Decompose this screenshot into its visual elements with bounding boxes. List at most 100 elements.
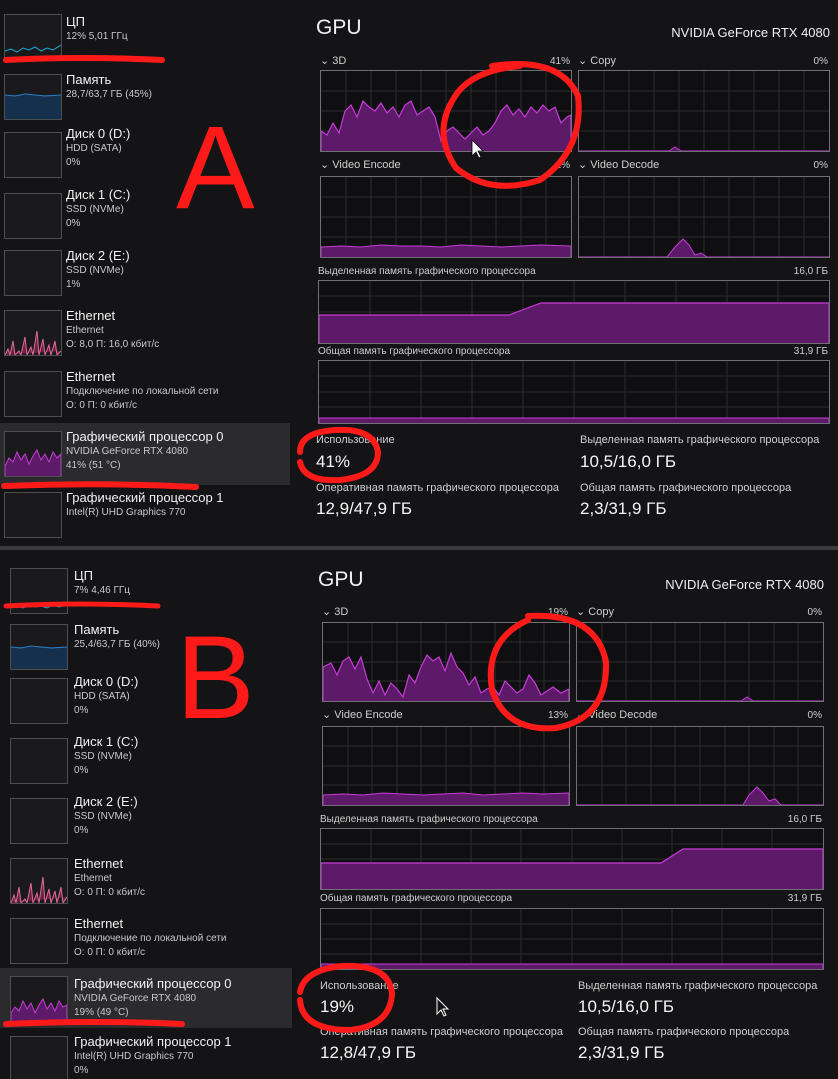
sidebar-item-name: ЦП bbox=[66, 14, 85, 29]
sidebar-item-ethernet[interactable]: Ethernet Ethernet О: 8,0 П: 16,0 кбит/с bbox=[0, 306, 290, 366]
sidebar-item-name: Ethernet bbox=[66, 308, 116, 323]
sidebar-item-name: Диск 0 (D:) bbox=[74, 674, 139, 689]
sidebar-item-ethernet-lan[interactable]: Ethernet Подключение по локальной сети О… bbox=[0, 367, 290, 425]
sidebar-item-name: Память bbox=[74, 622, 120, 637]
sidebar-item-name: Графический процессор 0 bbox=[74, 976, 232, 991]
gpu-thumbnail-graph bbox=[4, 431, 62, 477]
panel-b: ЦП 7% 4,46 ГГц Память 25,4/63,7 ГБ (40%)… bbox=[0, 550, 838, 1079]
sidebar-item-value: О: 0 П: 0 кбит/с bbox=[74, 887, 146, 898]
shared-memory-stat-value: 2,3/31,9 ГБ bbox=[578, 1043, 665, 1062]
shared-memory-stat-label: Общая память графического процессора bbox=[578, 1026, 790, 1038]
engine-label: Video Encode bbox=[332, 159, 401, 171]
chevron-down-icon: ⌄ bbox=[576, 709, 589, 721]
memory-thumbnail-graph bbox=[10, 624, 68, 670]
cpu-thumbnail-graph bbox=[4, 14, 62, 60]
sidebar-item-name: Ethernet bbox=[74, 916, 124, 931]
sidebar-item-ethernet-lan[interactable]: Ethernet Подключение по локальной сети О… bbox=[0, 914, 292, 970]
sidebar-item-detail: SSD (NVMe) bbox=[66, 265, 124, 276]
ethernet-thumbnail-graph bbox=[4, 371, 62, 417]
sidebar-item-memory[interactable]: Память 28,7/63,7 ГБ (45%) bbox=[0, 68, 290, 126]
sidebar-item-detail: SSD (NVMe) bbox=[74, 751, 132, 762]
sidebar-item-gpu1[interactable]: Графический процессор 1 Intel(R) UHD Gra… bbox=[0, 486, 290, 544]
sidebar-item-value: 0% bbox=[66, 157, 81, 168]
ethernet-thumbnail-graph bbox=[10, 918, 68, 964]
gpu-memory-stat-value: 12,9/47,9 ГБ bbox=[316, 499, 412, 518]
sidebar-item-gpu1[interactable]: Графический процессор 1 Intel(R) UHD Gra… bbox=[0, 1030, 292, 1079]
shared-memory-graph bbox=[318, 360, 830, 424]
sidebar-item-ethernet[interactable]: Ethernet Ethernet О: 0 П: 0 кбит/с bbox=[0, 854, 292, 914]
engine-graph-copy bbox=[576, 622, 824, 702]
sidebar-item-gpu0[interactable]: Графический процессор 0 NVIDIA GeForce R… bbox=[0, 423, 290, 485]
sidebar-item-value: 0% bbox=[74, 765, 89, 776]
dedicated-memory-max: 16,0 ГБ bbox=[793, 266, 828, 277]
sidebar-item-disk2[interactable]: Диск 2 (E:) SSD (NVMe) 1% bbox=[0, 246, 290, 306]
sidebar-item-cpu[interactable]: ЦП 12% 5,01 ГГц bbox=[0, 10, 290, 68]
sidebar-item-name: Графический процессор 1 bbox=[74, 1034, 232, 1049]
sidebar-item-name: Ethernet bbox=[66, 369, 116, 384]
sidebar-item-name: Диск 1 (C:) bbox=[66, 187, 131, 202]
sidebar-item-gpu0[interactable]: Графический процессор 0 NVIDIA GeForce R… bbox=[0, 968, 292, 1028]
utilization-label: Использование bbox=[320, 980, 399, 992]
engine-label: Video Encode bbox=[334, 709, 403, 721]
sidebar-item-detail: NVIDIA GeForce RTX 4080 bbox=[74, 993, 197, 1004]
gpu-memory-stat-value: 12,8/47,9 ГБ bbox=[320, 1043, 416, 1062]
chevron-down-icon: ⌄ bbox=[322, 709, 335, 721]
dedicated-memory-label: Выделенная память графического процессор… bbox=[320, 814, 538, 825]
gpu-title: GPU bbox=[316, 16, 362, 39]
engine-graph-3d bbox=[322, 622, 570, 702]
sidebar-item-value: О: 0 П: 0 кбит/с bbox=[74, 947, 146, 958]
engine-dropdown-video-encode[interactable]: ⌄ Video Encode bbox=[320, 158, 401, 171]
sidebar-item-name: Диск 1 (C:) bbox=[74, 734, 139, 749]
engine-dropdown-3d[interactable]: ⌄ 3D bbox=[320, 54, 346, 67]
dedicated-memory-stat-value: 10,5/16,0 ГБ bbox=[578, 997, 674, 1016]
gpu-memory-stat-label: Оперативная память графического процессо… bbox=[320, 1026, 564, 1038]
chevron-down-icon: ⌄ bbox=[320, 55, 333, 67]
engine-graph-video-encode bbox=[320, 176, 572, 258]
engine-dropdown-video-decode[interactable]: ⌄ Video Decode bbox=[576, 708, 657, 721]
sidebar-item-name: Диск 2 (E:) bbox=[74, 794, 138, 809]
sidebar-item-name: Графический процессор 1 bbox=[66, 490, 224, 505]
disk-thumbnail-graph bbox=[4, 250, 62, 296]
engine-dropdown-video-decode[interactable]: ⌄ Video Decode bbox=[578, 158, 659, 171]
gpu-thumbnail-graph bbox=[10, 1036, 68, 1079]
engine-dropdown-video-encode[interactable]: ⌄ Video Encode bbox=[322, 708, 403, 721]
sidebar-item-disk0[interactable]: Диск 0 (D:) HDD (SATA) 0% bbox=[0, 674, 292, 734]
sidebar-item-value: 0% bbox=[74, 825, 89, 836]
shared-memory-stat-label: Общая память графического процессора bbox=[580, 482, 792, 494]
sidebar-item-detail: Ethernet bbox=[66, 325, 104, 336]
utilization-value: 41% bbox=[316, 452, 351, 471]
sidebar-item-memory[interactable]: Память 25,4/63,7 ГБ (40%) bbox=[0, 620, 292, 678]
engine-label: Copy bbox=[590, 55, 616, 67]
shared-memory-graph bbox=[320, 908, 824, 970]
memory-thumbnail-graph bbox=[4, 74, 62, 120]
ethernet-thumbnail-graph bbox=[4, 310, 62, 356]
sidebar-item-value: О: 8,0 П: 16,0 кбит/с bbox=[66, 339, 160, 350]
shared-memory-max: 31,9 ГБ bbox=[793, 346, 828, 357]
sidebar-item-name: Графический процессор 0 bbox=[66, 429, 224, 444]
chevron-down-icon: ⌄ bbox=[320, 159, 333, 171]
shared-memory-label: Общая память графического процессора bbox=[318, 346, 511, 357]
engine-dropdown-3d[interactable]: ⌄ 3D bbox=[322, 605, 348, 618]
shared-memory-stat-value: 2,3/31,9 ГБ bbox=[580, 499, 667, 518]
sidebar-item-disk2[interactable]: Диск 2 (E:) SSD (NVMe) 0% bbox=[0, 794, 292, 854]
chevron-down-icon: ⌄ bbox=[578, 55, 591, 67]
engine-dropdown-copy[interactable]: ⌄ Copy bbox=[576, 605, 614, 618]
gpu-title: GPU bbox=[318, 568, 364, 591]
sidebar-item-disk0[interactable]: Диск 0 (D:) HDD (SATA) 0% bbox=[0, 124, 290, 184]
engine-label: Copy bbox=[588, 606, 614, 618]
gpu-thumbnail-graph bbox=[10, 976, 68, 1022]
sidebar-item-disk1[interactable]: Диск 1 (C:) SSD (NVMe) 0% bbox=[0, 734, 292, 794]
sidebar-item-disk1[interactable]: Диск 1 (C:) SSD (NVMe) 0% bbox=[0, 185, 290, 245]
engine-percent: 0% bbox=[813, 160, 828, 171]
sidebar-item-value: 1% bbox=[66, 279, 81, 290]
gpu-model-name: NVIDIA GeForce RTX 4080 bbox=[671, 25, 830, 40]
dedicated-memory-label: Выделенная память графического процессор… bbox=[318, 266, 536, 277]
engine-dropdown-copy[interactable]: ⌄ Copy bbox=[578, 54, 616, 67]
sidebar-item-detail: NVIDIA GeForce RTX 4080 bbox=[66, 446, 189, 457]
engine-label: Video Decode bbox=[590, 159, 660, 171]
sidebar-item-name: ЦП bbox=[74, 568, 93, 583]
engine-percent: 0% bbox=[813, 56, 828, 67]
sidebar-item-cpu[interactable]: ЦП 7% 4,46 ГГц bbox=[0, 564, 292, 622]
sidebar-item-value: 0% bbox=[66, 218, 81, 229]
sidebar-item-name: Диск 0 (D:) bbox=[66, 126, 131, 141]
